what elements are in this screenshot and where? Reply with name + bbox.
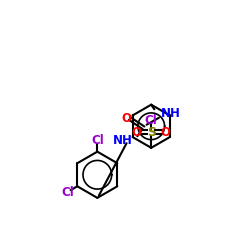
Text: Cl: Cl [145, 114, 158, 126]
Text: NH: NH [113, 134, 133, 146]
Text: Cl: Cl [61, 186, 74, 198]
Text: NH: NH [160, 108, 180, 120]
Text: O: O [122, 112, 132, 125]
Text: S: S [147, 126, 156, 139]
Text: O: O [132, 126, 141, 139]
Text: O: O [161, 126, 171, 139]
Text: Cl: Cl [91, 134, 104, 146]
